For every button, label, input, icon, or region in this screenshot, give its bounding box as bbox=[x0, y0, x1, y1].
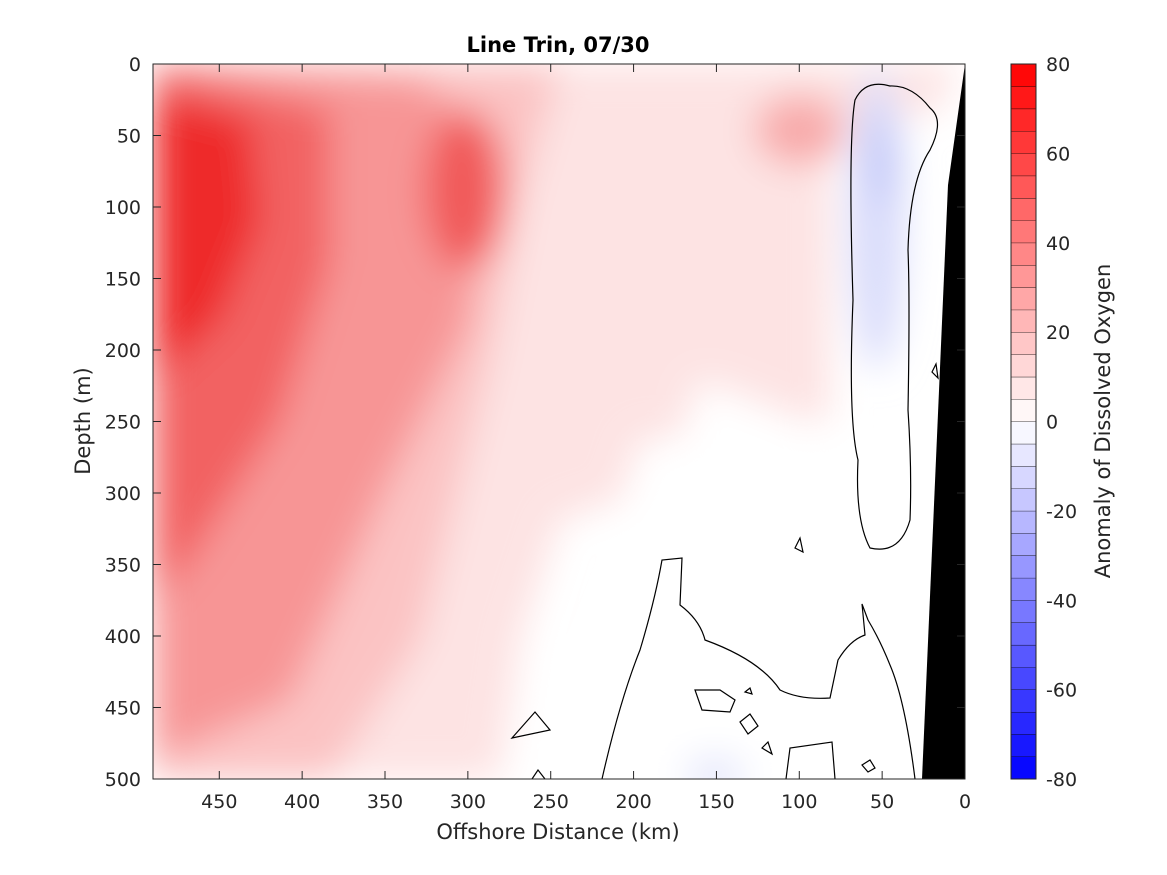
zero-contour-small-7 bbox=[785, 741, 836, 779]
zero-contour-small-8 bbox=[861, 759, 876, 773]
colorbar-band bbox=[1011, 64, 1036, 87]
colorbar-band bbox=[1011, 711, 1036, 735]
colorbar-band bbox=[1011, 220, 1036, 243]
colorbar-band bbox=[1011, 265, 1036, 288]
colorbar-band bbox=[1011, 175, 1036, 199]
colorbar-tick-label: 60 bbox=[1046, 143, 1070, 165]
colorbar-tick-label: -60 bbox=[1046, 680, 1077, 702]
colorbar-band bbox=[1011, 577, 1036, 601]
x-tick-label: 400 bbox=[284, 791, 320, 813]
zero-contour-small-4 bbox=[743, 686, 753, 695]
colorbar-bands bbox=[1011, 63, 1036, 779]
x-axis-label: Offshore Distance (km) bbox=[436, 820, 679, 844]
colorbar-band bbox=[1011, 466, 1036, 489]
anomaly-region-secondary-peak bbox=[425, 110, 505, 270]
colorbar-band bbox=[1011, 600, 1036, 623]
y-tick-label: 250 bbox=[105, 412, 141, 434]
colorbar-tick-label: -20 bbox=[1046, 501, 1077, 523]
x-tick-label: 100 bbox=[781, 791, 817, 813]
zero-contour-small-1 bbox=[510, 711, 552, 739]
colorbar-band bbox=[1011, 242, 1036, 266]
colorbar-band bbox=[1011, 376, 1036, 400]
x-axis: 450 400 350 300 250 200 150 100 50 0 bbox=[201, 64, 971, 813]
colorbar-band bbox=[1011, 644, 1036, 668]
anomaly-region-peak bbox=[153, 95, 260, 380]
colorbar-band bbox=[1011, 287, 1036, 310]
y-tick-label: 100 bbox=[105, 197, 141, 219]
colorbar-tick-label: 40 bbox=[1046, 233, 1070, 255]
colorbar-tick-label: -40 bbox=[1046, 590, 1077, 612]
colorbar-band bbox=[1011, 354, 1036, 377]
negative-anomaly-bottom bbox=[685, 757, 745, 779]
colorbar-label: Anomaly of Dissolved Oxygen bbox=[1091, 264, 1115, 579]
y-tick-label: 0 bbox=[129, 54, 141, 76]
zero-contour-small-10 bbox=[531, 768, 546, 779]
colorbar-band bbox=[1011, 108, 1036, 132]
colorbar-band bbox=[1011, 689, 1036, 712]
y-axis: 0 50 100 150 200 250 300 350 400 450 500 bbox=[105, 54, 965, 791]
x-tick-label: 450 bbox=[201, 791, 237, 813]
colorbar-band bbox=[1011, 131, 1036, 154]
y-tick-label: 350 bbox=[105, 555, 141, 577]
colorbar-band bbox=[1011, 734, 1036, 757]
negative-anomaly-region bbox=[849, 70, 905, 370]
seafloor-mask bbox=[922, 64, 965, 779]
anomaly-region-nearshore-peak bbox=[755, 95, 845, 165]
x-tick-label: 150 bbox=[698, 791, 734, 813]
colorbar-ticks: 80 60 40 20 0 -20 -40 -60 -80 bbox=[1046, 54, 1077, 791]
zero-contour-small-3 bbox=[739, 713, 759, 735]
colorbar-tick-label: -80 bbox=[1046, 769, 1077, 791]
low-region-deep bbox=[560, 380, 930, 779]
colorbar-band bbox=[1011, 421, 1036, 444]
colorbar-tick-label: 80 bbox=[1046, 54, 1070, 76]
chart-title: Line Trin, 07/30 bbox=[466, 33, 649, 57]
plot-area bbox=[152, 63, 966, 780]
colorbar-band bbox=[1011, 399, 1036, 422]
x-tick-label: 200 bbox=[615, 791, 651, 813]
colorbar-band bbox=[1011, 198, 1036, 221]
contour-field bbox=[153, 64, 965, 779]
colorbar-band bbox=[1011, 443, 1036, 467]
colorbar-band bbox=[1011, 86, 1036, 109]
colorbar: 80 60 40 20 0 -20 -40 -60 -80 Anomaly of Dissolv… bbox=[1010, 54, 1115, 791]
x-tick-label: 300 bbox=[450, 791, 486, 813]
colorbar-band bbox=[1011, 555, 1036, 578]
zero-contours bbox=[510, 83, 939, 779]
zero-contour-small-5 bbox=[761, 740, 774, 756]
zero-contour-nearshore bbox=[850, 83, 939, 550]
colorbar-band bbox=[1011, 756, 1036, 779]
colorbar-band bbox=[1011, 510, 1036, 534]
x-tick-label: 250 bbox=[533, 791, 569, 813]
colorbar-band bbox=[1011, 622, 1036, 645]
y-tick-label: 50 bbox=[117, 126, 141, 148]
y-axis-label: Depth (m) bbox=[71, 367, 95, 474]
colorbar-band bbox=[1011, 667, 1036, 690]
negative-anomaly-core bbox=[866, 115, 898, 205]
y-tick-label: 400 bbox=[105, 626, 141, 648]
colorbar-tick-label: 0 bbox=[1046, 412, 1058, 434]
x-tick-label: 50 bbox=[870, 791, 894, 813]
zero-contour-small-2 bbox=[694, 689, 736, 713]
colorbar-band bbox=[1011, 309, 1036, 333]
y-tick-label: 300 bbox=[105, 483, 141, 505]
zero-contour-small-6 bbox=[794, 536, 804, 554]
y-tick-label: 500 bbox=[105, 769, 141, 791]
colorbar-band bbox=[1011, 488, 1036, 511]
colorbar-tick-label: 20 bbox=[1046, 322, 1070, 344]
colorbar-frame bbox=[1010, 63, 1037, 780]
x-tick-label: 0 bbox=[959, 791, 971, 813]
y-tick-label: 450 bbox=[105, 698, 141, 720]
x-tick-label: 350 bbox=[367, 791, 403, 813]
colorbar-band bbox=[1011, 332, 1036, 355]
y-tick-label: 150 bbox=[105, 269, 141, 291]
colorbar-band bbox=[1011, 533, 1036, 556]
colorbar-band bbox=[1011, 153, 1036, 176]
zero-contour-small-9 bbox=[931, 362, 939, 380]
y-tick-label: 200 bbox=[105, 340, 141, 362]
zero-contour-deep bbox=[601, 557, 916, 779]
